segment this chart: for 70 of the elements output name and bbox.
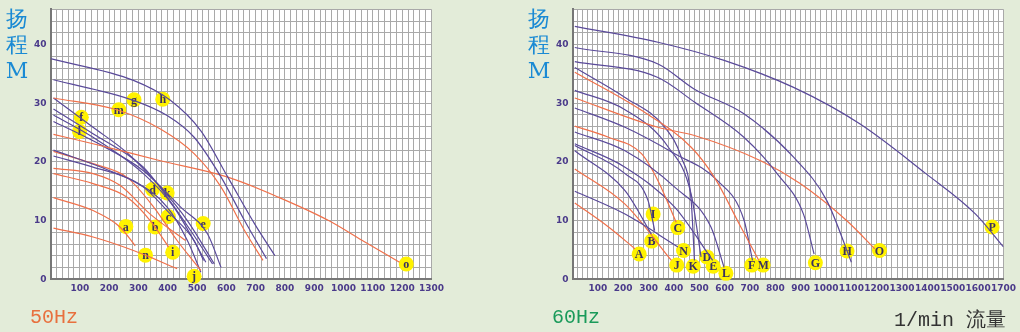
- annotation: L: [721, 266, 730, 281]
- x-tick-label: 200: [99, 282, 119, 293]
- x-tick-label: 600: [216, 282, 236, 293]
- x-tick-label: 1300: [889, 282, 915, 293]
- x-tick-label: 300: [129, 282, 148, 293]
- x-tick-label: 600: [715, 282, 735, 293]
- x-tick-label: 1000: [813, 282, 839, 293]
- y-tick-label: 20: [555, 156, 569, 167]
- x-tick-label: 800: [765, 282, 785, 293]
- annotation: l: [77, 124, 82, 139]
- y-tick-label: 30: [33, 97, 47, 108]
- annotation: O: [874, 243, 885, 258]
- x-tick-label: 200: [613, 282, 633, 293]
- annotation: F: [748, 258, 756, 273]
- x-tick-label: 400: [664, 282, 684, 293]
- x-tick-label: 1700: [990, 282, 1017, 293]
- y-tick-label: 0: [40, 273, 47, 284]
- y-axis-title: 扬程M: [526, 6, 552, 84]
- x-tick-label: 1200: [389, 282, 415, 293]
- x-tick-label: 500: [689, 282, 709, 293]
- annotation: o: [403, 257, 410, 272]
- text: 50Hz: [30, 306, 79, 329]
- annotation: P: [988, 220, 996, 235]
- annotation: j: [191, 269, 197, 284]
- annotation: G: [810, 255, 821, 270]
- annotation: B: [647, 234, 656, 249]
- annotation: f: [79, 110, 85, 125]
- annotation: N: [679, 243, 689, 258]
- y-tick-label: 10: [555, 214, 569, 225]
- x-tick-label: 100: [70, 282, 90, 293]
- x-tick-label: 1600: [965, 282, 991, 293]
- annotation: i: [171, 245, 176, 260]
- annotation: E: [709, 259, 718, 274]
- x-tick-label: 300: [639, 282, 658, 293]
- x-tick-label: 1400: [914, 282, 940, 293]
- annotation: a: [122, 219, 129, 234]
- x-tick-label: 700: [740, 282, 760, 293]
- x-tick-label: 1100: [360, 282, 386, 293]
- x-tick-label: 800: [275, 282, 295, 293]
- y-axis-title: 扬程M: [4, 6, 30, 84]
- x-tick-label: 100: [588, 282, 608, 293]
- x-tick-label: 1500: [940, 282, 966, 293]
- x-tick-label: 500: [187, 282, 207, 293]
- x-tick-label: 900: [791, 282, 811, 293]
- annotation: A: [634, 247, 644, 262]
- text: 60Hz: [552, 306, 601, 329]
- x-tick-label: 1300: [418, 282, 445, 293]
- x-axis-title: 1/min 流量: [893, 308, 1006, 332]
- y-tick-label: 0: [562, 273, 569, 284]
- annotation: M: [757, 258, 769, 273]
- x-tick-label: 1000: [331, 282, 357, 293]
- annotation: J: [673, 258, 680, 273]
- annotation: n: [142, 248, 150, 263]
- annotation: c: [165, 209, 172, 224]
- x-tick-label: 1200: [864, 282, 890, 293]
- x-tick-label: 700: [246, 282, 266, 293]
- x-tick-label: 400: [158, 282, 178, 293]
- y-tick-label: 40: [555, 38, 569, 49]
- annotation: h: [159, 92, 167, 107]
- annotation: m: [113, 102, 124, 117]
- x-tick-label: 1100: [838, 282, 864, 293]
- y-tick-label: 10: [33, 214, 47, 225]
- y-tick-label: 20: [33, 156, 47, 167]
- y-tick-label: 40: [33, 38, 47, 49]
- annotation: d: [149, 182, 157, 197]
- x-tick-label: 900: [304, 282, 324, 293]
- annotation: C: [673, 220, 683, 235]
- annotation: K: [688, 259, 699, 274]
- annotation: I: [650, 207, 656, 222]
- y-tick-label: 30: [555, 97, 569, 108]
